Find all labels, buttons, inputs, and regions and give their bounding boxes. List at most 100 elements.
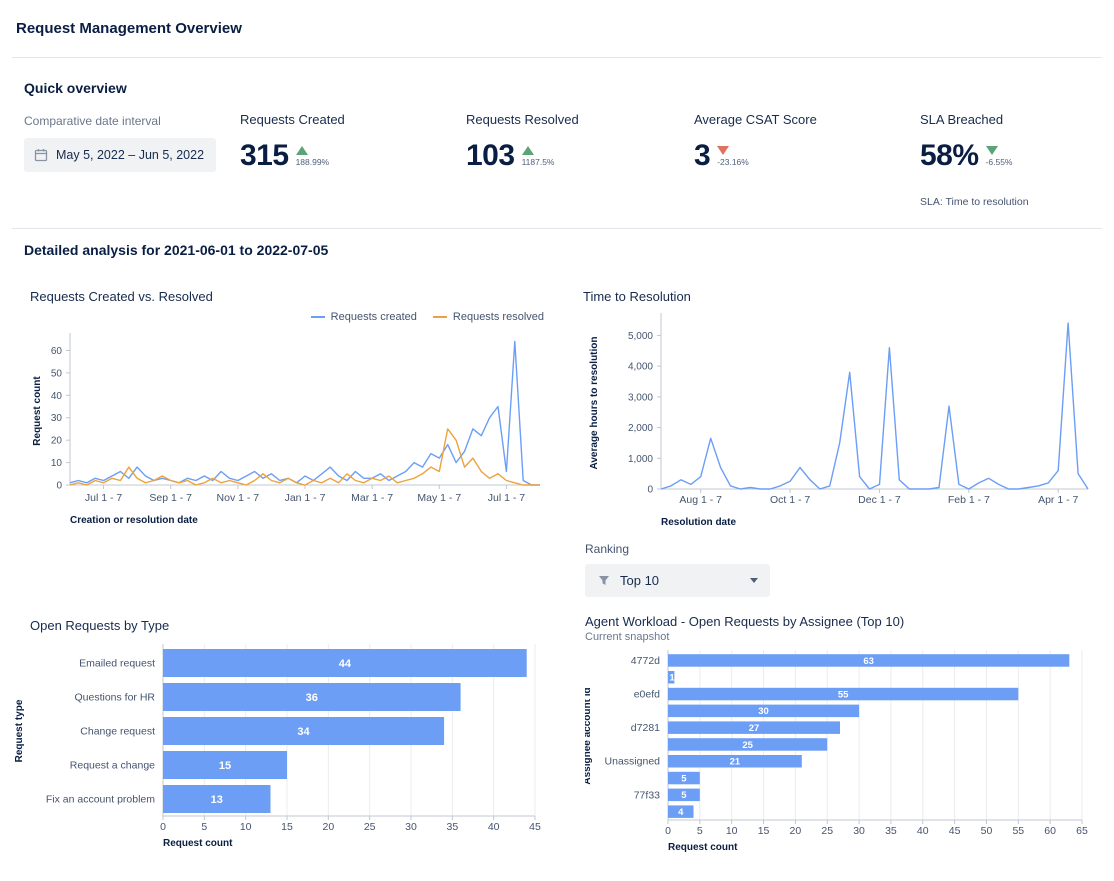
stat-value: 103 [466, 139, 515, 172]
svg-text:55: 55 [1012, 825, 1024, 837]
svg-text:4: 4 [678, 807, 684, 818]
detailed-analysis-heading: Detailed analysis for 2021-06-01 to 2022… [24, 242, 329, 258]
svg-text:Change request: Change request [80, 726, 155, 738]
stat-label: Requests Created [240, 112, 345, 127]
svg-text:Jan 1 - 7: Jan 1 - 7 [285, 492, 326, 504]
chart-open-requests-by-type: Open Requests by Type 0 5 10 15 20 25 30 35 40 45… [14, 612, 560, 874]
stat-average-csat-score: Average CSAT Score 3 -23.16% [694, 112, 817, 171]
svg-text:30: 30 [853, 825, 865, 837]
svg-text:15: 15 [758, 825, 770, 837]
svg-text:50: 50 [981, 825, 993, 837]
svg-text:Aug 1 - 7: Aug 1 - 7 [679, 494, 722, 506]
svg-text:May 1 - 7: May 1 - 7 [417, 492, 461, 504]
svg-text:30: 30 [758, 706, 769, 717]
bar-row-7 [668, 771, 700, 785]
svg-text:36: 36 [306, 692, 318, 704]
ranking-selected-value: Top 10 [620, 573, 660, 588]
line-chart-created-vs-resolved: 0 10 20 30 40 50 60 Jul 1 - 7 Sep 1 - 7 Nov 1 - 7… [32, 333, 540, 526]
chart-title: Open Requests by Type [30, 618, 170, 633]
svg-text:Request count: Request count [668, 842, 738, 853]
bar-d7281 [668, 721, 840, 734]
svg-text:40: 40 [917, 825, 929, 837]
bar-row-5 [668, 738, 828, 751]
svg-text:4772d: 4772d [631, 655, 660, 667]
svg-text:4,000: 4,000 [628, 362, 653, 373]
bar-row-9 [668, 805, 694, 818]
series-requests-resolved [69, 428, 540, 486]
series-requests-created [69, 340, 540, 486]
svg-text:5: 5 [681, 790, 687, 801]
svg-text:Request a change: Request a change [70, 760, 155, 772]
svg-text:0: 0 [647, 485, 653, 496]
svg-text:Nov 1 - 7: Nov 1 - 7 [217, 492, 260, 504]
stat-delta: 1187.5% [521, 157, 555, 167]
svg-text:Jul 1 - 7: Jul 1 - 7 [85, 492, 123, 504]
stat-value: 315 [240, 139, 289, 172]
bar-4772d [668, 654, 1070, 667]
svg-text:10: 10 [240, 821, 252, 833]
svg-text:0: 0 [160, 821, 166, 833]
svg-text:44: 44 [339, 658, 352, 670]
svg-text:35: 35 [446, 821, 458, 833]
ranking-label: Ranking [585, 542, 630, 556]
chevron-down-icon [750, 578, 758, 583]
svg-text:40: 40 [51, 391, 63, 402]
trend-down-icon [717, 146, 730, 155]
divider [12, 228, 1102, 229]
bar-questions-for-hr [163, 683, 461, 711]
stat-delta: -23.16% [717, 157, 749, 167]
svg-text:35: 35 [885, 825, 897, 837]
svg-text:Jul 1 - 7: Jul 1 - 7 [488, 492, 526, 504]
svg-text:Resolution date: Resolution date [661, 517, 736, 528]
svg-text:30: 30 [405, 821, 417, 833]
date-interval-value: May 5, 2022 – Jun 5, 2022 [56, 148, 205, 162]
svg-text:Average hours to resolution: Average hours to resolution [589, 337, 600, 470]
svg-text:Request count: Request count [32, 376, 43, 446]
svg-text:Sep 1 - 7: Sep 1 - 7 [149, 492, 192, 504]
bar-chart-agent-workload: 0 5 10 15 20 25 30 35 40 45 50 55 60 65634772d155e0ef… [585, 650, 1088, 853]
chart-requests-created-vs-resolved: Requests Created vs. Resolved Requests c… [30, 283, 560, 545]
svg-text:60: 60 [51, 346, 63, 357]
svg-text:20: 20 [322, 821, 334, 833]
svg-text:Unassigned: Unassigned [605, 756, 661, 768]
svg-text:20: 20 [51, 436, 63, 447]
chart-time-to-resolution: Time to Resolution 0 1,000 2,000 3,000 4,000… [583, 283, 1105, 545]
legend-item: Requests resolved [432, 311, 544, 323]
svg-text:30: 30 [51, 413, 63, 424]
svg-text:Mar 1 - 7: Mar 1 - 7 [351, 492, 393, 504]
svg-text:55: 55 [838, 689, 849, 700]
stat-delta: 188.99% [295, 157, 330, 167]
svg-text:d7281: d7281 [631, 722, 660, 734]
svg-text:Creation or resolution date: Creation or resolution date [70, 515, 198, 526]
svg-text:15: 15 [281, 821, 293, 833]
line-chart-time-to-resolution: 0 1,000 2,000 3,000 4,000 5,000 Aug 1 - 7 Oct 1… [589, 313, 1089, 528]
svg-text:63: 63 [863, 656, 874, 667]
svg-text:45: 45 [949, 825, 961, 837]
date-interval-picker[interactable]: May 5, 2022 – Jun 5, 2022 [24, 138, 216, 172]
series-average-hours-to-resolution [660, 322, 1089, 490]
bar-e0efd [668, 687, 1019, 701]
chart-subtitle: Current snapshot [585, 631, 670, 643]
svg-text:25: 25 [364, 821, 376, 833]
ranking-dropdown[interactable]: Top 10 [585, 564, 770, 597]
chart-agent-workload: Agent Workload - Open Requests by Assign… [585, 608, 1105, 878]
svg-text:Emailed request: Emailed request [79, 658, 155, 670]
svg-text:5,000: 5,000 [628, 331, 653, 342]
svg-text:60: 60 [1044, 825, 1056, 837]
divider [12, 57, 1102, 58]
svg-text:0: 0 [56, 481, 62, 492]
svg-text:Oct 1 - 7: Oct 1 - 7 [770, 494, 810, 506]
svg-text:40: 40 [488, 821, 500, 833]
svg-text:e0efd: e0efd [634, 689, 660, 701]
svg-text:25: 25 [821, 825, 833, 837]
stat-delta: -6.55% [985, 157, 1013, 167]
legend-item: Requests created [310, 311, 417, 323]
bar-chart-open-requests-by-type: 0 5 10 15 20 25 30 35 40 45 44 Emailed request 36 Que… [14, 644, 541, 849]
stat-value: 3 [694, 139, 711, 172]
calendar-icon [34, 149, 48, 162]
trend-up-icon [295, 146, 308, 155]
chart-title: Time to Resolution [583, 289, 691, 304]
svg-text:2,000: 2,000 [628, 423, 653, 434]
sla-note: SLA: Time to resolution [920, 196, 1029, 208]
svg-text:1: 1 [669, 673, 675, 684]
